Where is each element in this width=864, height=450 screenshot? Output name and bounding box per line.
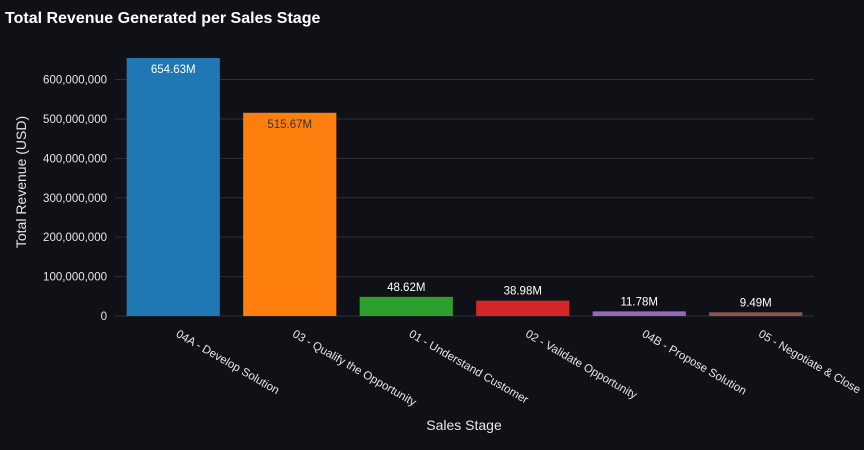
bar-value-label: 515.67M bbox=[267, 119, 312, 131]
y-tick-label: 100,000,000 bbox=[43, 272, 107, 284]
y-axis-label: Total Revenue (USD) bbox=[13, 116, 29, 248]
bar bbox=[243, 113, 336, 316]
x-tick-label: 01 - Understand Customer bbox=[407, 328, 530, 406]
bar-value-label: 654.63M bbox=[151, 64, 196, 76]
bar bbox=[593, 311, 686, 316]
y-tick-label: 300,000,000 bbox=[43, 193, 107, 205]
y-tick-label: 400,000,000 bbox=[43, 153, 107, 165]
x-tick-label: 03 - Qualify the Opportunity bbox=[290, 328, 418, 409]
y-tick-label: 200,000,000 bbox=[43, 232, 107, 244]
y-tick-label: 600,000,000 bbox=[43, 75, 107, 87]
x-tick-label: 05 - Negotiate & Close bbox=[756, 328, 862, 396]
bar bbox=[476, 301, 569, 316]
bar-value-label: 48.62M bbox=[387, 282, 425, 294]
bar bbox=[127, 58, 220, 316]
x-tick-label: 04B - Propose Solution bbox=[640, 328, 748, 398]
bar-value-label: 9.49M bbox=[740, 297, 772, 309]
y-tick-label: 500,000,000 bbox=[43, 114, 107, 126]
bar bbox=[360, 297, 453, 316]
bar-value-label: 11.78M bbox=[620, 296, 658, 308]
x-tick-label: 02 - Validate Opportunity bbox=[523, 328, 639, 402]
y-tick-label: 0 bbox=[101, 311, 107, 323]
bar bbox=[709, 312, 802, 316]
x-tick-label: 04A - Develop Solution bbox=[174, 328, 281, 397]
x-axis-label: Sales Stage bbox=[426, 417, 502, 433]
bar-value-label: 38.98M bbox=[504, 286, 542, 298]
